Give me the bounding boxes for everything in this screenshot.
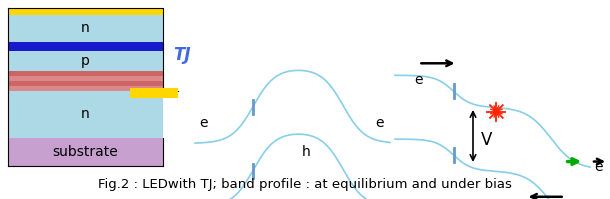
Text: e: e [376,116,384,130]
Bar [8,86,163,91]
Text: e: e [199,116,207,130]
Bar [8,51,163,71]
Text: e: e [415,73,423,87]
Bar [8,76,163,81]
Text: p: p [81,54,90,68]
Text: h: h [302,145,310,159]
Bar [130,88,178,98]
Bar [8,71,163,76]
Text: Fig.2 : LEDwith TJ; band profile : at equilibrium and under bias: Fig.2 : LEDwith TJ; band profile : at eq… [98,178,512,191]
Text: n: n [81,21,90,35]
Text: substrate: substrate [52,145,118,159]
Bar [8,8,163,15]
Text: V: V [481,131,492,149]
Bar [8,42,163,51]
Text: e: e [594,160,603,174]
Text: n: n [81,107,90,121]
Bar [8,81,163,86]
Bar [8,91,163,138]
Bar [8,15,163,42]
Text: TJ: TJ [173,46,190,64]
Bar [8,138,163,166]
